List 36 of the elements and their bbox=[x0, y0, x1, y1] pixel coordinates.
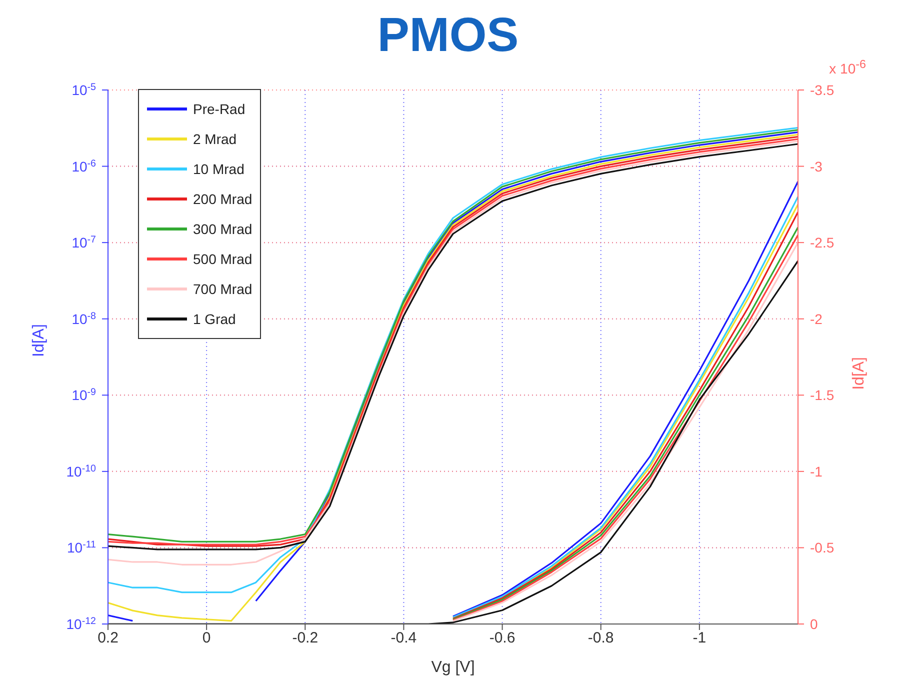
y-tick-label: 10$^{-7}$ bbox=[72, 234, 96, 251]
y2-tick-label: -3.5 bbox=[810, 82, 834, 98]
y-tick-label: 10$^{-9}$ bbox=[72, 386, 96, 404]
y2-tick-label: -2.5 bbox=[810, 234, 834, 251]
y2-tick-label: -2 bbox=[810, 310, 823, 327]
y-tick-label: 10$^{-6}$ bbox=[72, 158, 97, 174]
y2-tick-label: -3 bbox=[810, 158, 823, 174]
legend-label: 200 Mrad bbox=[193, 191, 252, 207]
chart-title: PMOS bbox=[377, 9, 519, 62]
y2-tick-label: 0 bbox=[810, 616, 818, 632]
y-axis-title: Id[A] bbox=[30, 324, 48, 357]
y2-tick-label: -0.5 bbox=[810, 540, 834, 556]
y2-axis-title: Id[A] bbox=[850, 357, 868, 390]
x-tick-label: 0 bbox=[202, 630, 211, 647]
y-tick-label: 10$^{-12}$ bbox=[66, 616, 96, 632]
x-tick-label: -0.2 bbox=[292, 630, 318, 647]
y-tick-label: 10$^{-10}$ bbox=[66, 462, 97, 480]
legend-label: 700 Mrad bbox=[193, 281, 252, 297]
legend-label: 500 Mrad bbox=[193, 251, 252, 267]
y2-tick-label: -1.5 bbox=[810, 387, 834, 404]
y2-tick-label: -1 bbox=[810, 463, 823, 480]
legend-label: 1 Grad bbox=[193, 311, 236, 327]
legend-label: 2 Mrad bbox=[193, 131, 237, 147]
x-tick-label: -0.8 bbox=[588, 630, 614, 647]
x-axis-title: Vg [V] bbox=[431, 659, 475, 676]
y-tick-label: 10$^{-8}$ bbox=[72, 310, 97, 327]
x-tick-label: 0.2 bbox=[98, 630, 118, 647]
x-tick-label: -0.6 bbox=[489, 630, 516, 647]
legend-label: 300 Mrad bbox=[193, 221, 252, 237]
y-tick-label: 10$^{-5}$ bbox=[72, 82, 97, 98]
legend-label: Pre-Rad bbox=[193, 101, 246, 117]
legend-label: 10 Mrad bbox=[193, 161, 244, 177]
x-tick-label: -1 bbox=[692, 630, 706, 647]
x-tick-label: -0.4 bbox=[390, 630, 417, 647]
y-tick-label: 10$^{-11}$ bbox=[66, 539, 96, 556]
text: x 10$^{-6}$ bbox=[829, 58, 866, 77]
